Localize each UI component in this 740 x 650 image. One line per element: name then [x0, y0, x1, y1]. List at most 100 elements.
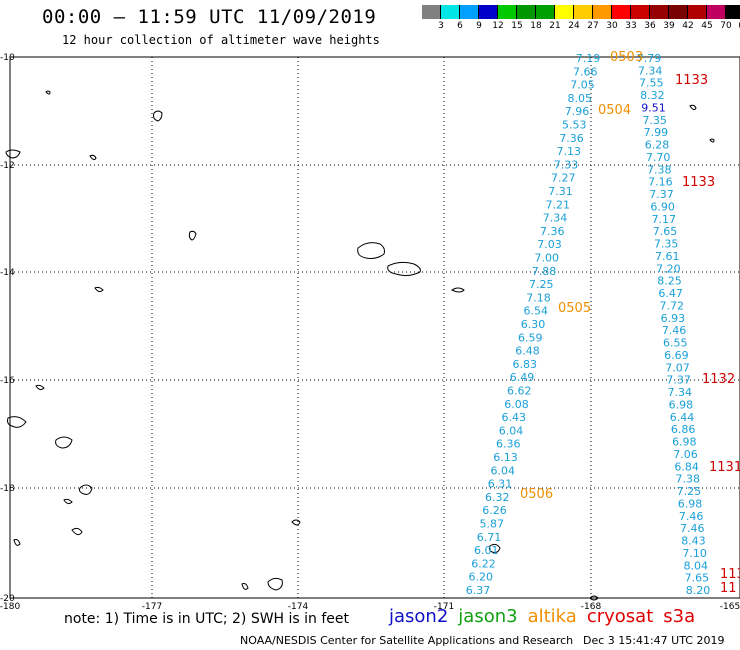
legend-s3a: s3a — [663, 606, 696, 627]
colorbar-swatch — [460, 5, 479, 19]
colorbar-label: 21 — [549, 21, 561, 31]
wave-height-value: 7.46 — [679, 510, 704, 523]
colorbar-label: 36 — [644, 21, 656, 31]
wave-height-value: 6.20 — [469, 571, 494, 584]
wave-height-value: 7.55 — [639, 77, 664, 90]
wave-height-value: 7.18 — [526, 291, 551, 304]
colorbar-swatch — [555, 5, 574, 19]
pass-time-red: 11 — [720, 581, 737, 596]
colorbar-swatch — [707, 5, 726, 19]
island-outline — [55, 436, 73, 449]
wave-height-value: 6.22 — [471, 557, 496, 570]
wave-height-value: 8.43 — [681, 535, 706, 548]
wave-height-value: 6.43 — [502, 411, 527, 424]
wave-height-value: 7.36 — [559, 132, 584, 145]
wave-height-value: 7.70 — [646, 151, 671, 164]
colorbar-swatch — [650, 5, 669, 19]
wave-height-value: 7.66 — [573, 65, 598, 78]
island-outline — [63, 498, 73, 505]
lat-label: -18 — [0, 484, 15, 494]
wave-height-value: 6.01 — [474, 544, 499, 557]
pass-time-red: 1131 — [709, 460, 740, 475]
colorbar-swatch — [479, 5, 498, 19]
colorbar-label: 27 — [587, 21, 599, 31]
wave-height-value: 6.98 — [678, 497, 703, 510]
legend-jason2: jason2 — [389, 606, 449, 627]
colorbar-swatch — [669, 5, 688, 19]
colorbar-label: 70 — [720, 21, 732, 31]
wave-height-value: 7.05 — [570, 79, 595, 92]
altimeter-track-east: 7.797.347.558.329.517.357.996.287.707.38… — [637, 52, 711, 597]
lat-label: -20 — [0, 594, 15, 604]
wave-height-value: 6.26 — [482, 504, 507, 517]
pass-time-red: 1133 — [675, 73, 708, 88]
colorbar-label: 24 — [568, 21, 580, 31]
wave-height-value: 6.28 — [645, 139, 670, 152]
islands — [5, 90, 715, 601]
wave-height-value: 7.46 — [680, 522, 705, 535]
wave-height-value: 6.59 — [518, 331, 543, 344]
colorbar-label: 12 — [492, 21, 504, 31]
colorbar-label: 15 — [511, 21, 523, 31]
wave-height-value: 6.55 — [663, 337, 688, 350]
island-outline — [709, 138, 715, 143]
wave-height-value: 7.00 — [535, 252, 560, 265]
satellite-legend: jason2 jason3 altika cryosat s3a — [389, 606, 705, 627]
wave-height-value: 6.32 — [485, 491, 510, 504]
legend-jason3: jason3 — [458, 606, 518, 627]
wave-height-value: 6.71 — [477, 531, 502, 544]
island-outline — [79, 484, 93, 495]
wave-height-value: 7.07 — [665, 361, 690, 374]
lat-label: -10 — [0, 53, 15, 63]
wave-height-value: 8.25 — [657, 275, 682, 288]
island-outline — [94, 286, 104, 293]
island-outline — [89, 154, 97, 161]
wave-height-value: 6.13 — [493, 451, 518, 464]
pass-time-red: 1132 — [702, 372, 735, 387]
colorbar-swatch — [726, 5, 740, 19]
wave-height-value: 6.54 — [524, 305, 549, 318]
island-outline — [13, 539, 21, 546]
wave-height-value: 7.20 — [656, 262, 681, 275]
wave-height-value: 7.16 — [648, 176, 673, 189]
lat-label: -14 — [0, 268, 15, 278]
wave-height-value: 7.13 — [557, 145, 582, 158]
colorbar-label: 45 — [701, 21, 713, 31]
wave-height-value: 7.27 — [551, 172, 576, 185]
wave-height-value: 5.53 — [562, 119, 587, 132]
island-outline — [291, 519, 301, 526]
wave-height-value: 6.69 — [664, 349, 689, 362]
island-outline — [689, 104, 697, 111]
island-outline — [589, 595, 599, 601]
colorbar-label: 42 — [682, 21, 694, 31]
map-grid — [9, 56, 740, 599]
wave-height-value: 7.25 — [529, 278, 554, 291]
legend-altika: altika — [527, 606, 577, 627]
island-outline — [71, 527, 83, 536]
wave-height-value: 6.47 — [658, 287, 683, 300]
lon-label: -180 — [0, 602, 20, 612]
colorbar-swatch — [517, 5, 536, 19]
island-outline — [5, 149, 21, 159]
wave-height-value: 7.06 — [673, 448, 698, 461]
map-title: 00:00 – 11:59 UTC 11/09/2019 — [42, 6, 377, 28]
wave-height-value: 7.33 — [554, 158, 579, 171]
pass-time-orange: 0504 — [598, 103, 631, 118]
colorbar-label: 18 — [530, 21, 542, 31]
colorbar-label: 30 — [606, 21, 618, 31]
wave-height-value: 8.04 — [683, 559, 708, 572]
wave-height-value: 6.30 — [521, 318, 546, 331]
wave-height-value: 6.90 — [650, 200, 675, 213]
island-outline — [45, 90, 51, 95]
island-outline — [153, 110, 163, 122]
wave-height-value: 7.34 — [638, 64, 663, 77]
island-outline — [387, 261, 421, 277]
wave-height-value: 7.03 — [537, 238, 562, 251]
colorbar-label: (ft) — [738, 21, 740, 31]
colorbar-label: 6 — [457, 21, 463, 31]
colorbar-swatch — [536, 5, 555, 19]
colorbar-swatch — [498, 5, 517, 19]
island-outline — [7, 416, 27, 428]
